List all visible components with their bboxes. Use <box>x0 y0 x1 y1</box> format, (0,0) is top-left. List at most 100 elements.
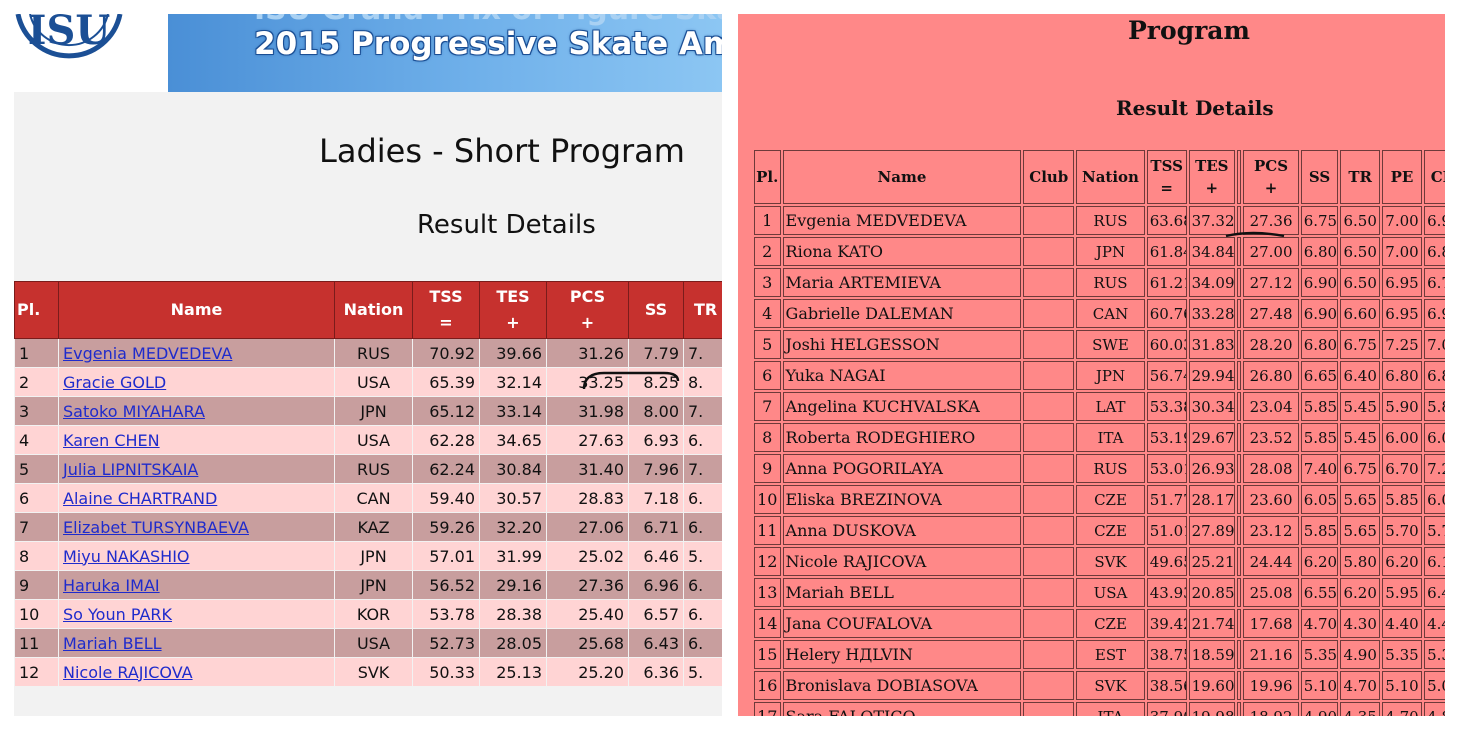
gap-cell <box>1237 454 1242 483</box>
pcs-cell: 23.04 <box>1243 392 1299 421</box>
col-header-nation: Nation <box>334 281 413 339</box>
athlete-name-link[interactable]: Satoko MIYAHARA <box>63 401 205 421</box>
athlete-name-link[interactable]: Elizabet TURSYNBAEVA <box>63 517 249 537</box>
col-header-tss: TSS = <box>412 281 480 339</box>
athlete-name-link[interactable]: Haruka IMAI <box>63 575 160 595</box>
pl-cell: 11 <box>14 628 59 658</box>
col-header-tes: TES + <box>1188 150 1235 204</box>
pl-cell: 7 <box>754 392 781 421</box>
tss-cell: 51.77 <box>1146 485 1187 514</box>
athlete-name-link[interactable]: So Youn PARK <box>63 604 173 624</box>
ss-cell: 6.55 <box>1300 578 1339 607</box>
ch-cell: 7.20 <box>1423 454 1445 483</box>
tss-cell: 39.42 <box>1146 609 1187 638</box>
left-header-row: Pl. Name Nation TSS = TES + PCS + SS TR <box>14 281 722 339</box>
pcs-cell: 19.96 <box>1243 671 1299 700</box>
club-cell <box>1023 361 1075 390</box>
athlete-name-link[interactable]: Nicole RAJICOVA <box>63 662 193 682</box>
col-header-ss: SS <box>628 281 684 339</box>
name-cell: Joshi HELGESSON <box>782 330 1022 359</box>
name-cell: Mariah BELL <box>58 628 335 658</box>
name-cell: Julia LIPNITSKAIA <box>58 454 335 484</box>
tss-cell: 53.38 <box>1146 392 1187 421</box>
pcs-cell: 27.06 <box>546 512 629 542</box>
pcs-cell: 23.60 <box>1243 485 1299 514</box>
pl-cell: 6 <box>14 483 59 513</box>
athlete-name-link[interactable]: Julia LIPNITSKAIA <box>63 459 199 479</box>
tr-cell: 6. <box>683 599 722 629</box>
ss-cell: 7.79 <box>628 338 684 368</box>
tss-cell: 59.40 <box>412 483 480 513</box>
athlete-name-link[interactable]: Mariah BELL <box>63 633 162 653</box>
tes-cell: 27.89 <box>1188 516 1235 545</box>
col-header-club: Club <box>1023 150 1075 204</box>
tes-cell: 31.83 <box>1188 330 1235 359</box>
ch-cell: 6.90 <box>1423 206 1445 235</box>
tes-cell: 28.38 <box>479 599 547 629</box>
tes-cell: 26.93 <box>1188 454 1235 483</box>
name-cell: Riona KATO <box>782 237 1022 266</box>
event-banner: ISU ISU Grand Prix of Figure Skating 201… <box>14 14 722 92</box>
club-cell <box>1023 485 1075 514</box>
nation-cell: JPN <box>334 570 413 600</box>
pl-cell: 7 <box>14 512 59 542</box>
ch-cell: 6.05 <box>1423 423 1445 452</box>
pe-cell: 4.40 <box>1382 609 1422 638</box>
nation-cell: SWE <box>1076 330 1145 359</box>
pe-cell: 5.35 <box>1382 640 1422 669</box>
pe-cell: 7.00 <box>1382 206 1422 235</box>
ch-cell: 6.80 <box>1423 237 1445 266</box>
tss-cell: 37.90 <box>1146 702 1187 716</box>
pcs-cell: 23.52 <box>1243 423 1299 452</box>
athlete-name-link[interactable]: Karen CHEN <box>63 430 160 450</box>
ss-cell: 6.46 <box>628 541 684 571</box>
ch-cell: 5.75 <box>1423 516 1445 545</box>
pen-mark-right <box>1225 231 1285 238</box>
athlete-name-link[interactable]: Alaine CHARTRAND <box>63 488 218 508</box>
ch-cell: 5.80 <box>1423 392 1445 421</box>
ch-cell: 6.05 <box>1423 485 1445 514</box>
pl-cell: 2 <box>14 367 59 397</box>
table-row: 9 Haruka IMAI JPN 56.52 29.16 27.36 6.96 6. <box>14 570 722 600</box>
pcs-cell: 21.16 <box>1243 640 1299 669</box>
athlete-name-link[interactable]: Evgenia MEDVEDEVA <box>63 343 233 363</box>
name-cell: Angelina KUCHVALSKA <box>782 392 1022 421</box>
tr-cell: 5.45 <box>1340 423 1381 452</box>
pl-cell: 5 <box>14 454 59 484</box>
pl-cell: 2 <box>754 237 781 266</box>
ch-cell: 6.10 <box>1423 547 1445 576</box>
pcs-cell: 24.44 <box>1243 547 1299 576</box>
club-cell <box>1023 547 1075 576</box>
athlete-name-link[interactable]: Gracie GOLD <box>63 372 167 392</box>
tr-cell: 7. <box>683 454 722 484</box>
tss-cell: 50.33 <box>412 657 480 687</box>
right-header-row: Pl. Name Club Nation TSS = TES + PCS + SS T… <box>754 150 1445 204</box>
pl-cell: 12 <box>754 547 781 576</box>
nation-cell: JPN <box>334 396 413 426</box>
pcs-cell: 28.08 <box>1243 454 1299 483</box>
club-cell <box>1023 609 1075 638</box>
ss-cell: 6.71 <box>628 512 684 542</box>
name-cell: Mariah BELL <box>782 578 1022 607</box>
pcs-cell: 18.92 <box>1243 702 1299 716</box>
club-cell <box>1023 423 1075 452</box>
pl-cell: 8 <box>754 423 781 452</box>
athlete-name-link[interactable]: Miyu NAKASHIO <box>63 546 190 566</box>
ss-cell: 6.80 <box>1300 330 1339 359</box>
tr-cell: 6.60 <box>1340 299 1381 328</box>
col-header-gap <box>1237 150 1242 204</box>
name-cell: Nicole RAJICOVA <box>782 547 1022 576</box>
tss-cell: 60.03 <box>1146 330 1187 359</box>
ch-cell: 6.80 <box>1423 361 1445 390</box>
pe-cell: 6.80 <box>1382 361 1422 390</box>
tes-cell: 34.84 <box>1188 237 1235 266</box>
tss-cell: 61.84 <box>1146 237 1187 266</box>
tr-cell: 4.70 <box>1340 671 1381 700</box>
col-header-pl: Pl. <box>754 150 781 204</box>
ss-cell: 6.75 <box>1300 206 1339 235</box>
gap-cell <box>1237 640 1242 669</box>
nation-cell: SVK <box>334 657 413 687</box>
name-cell: Nicole RAJICOVA <box>58 657 335 687</box>
